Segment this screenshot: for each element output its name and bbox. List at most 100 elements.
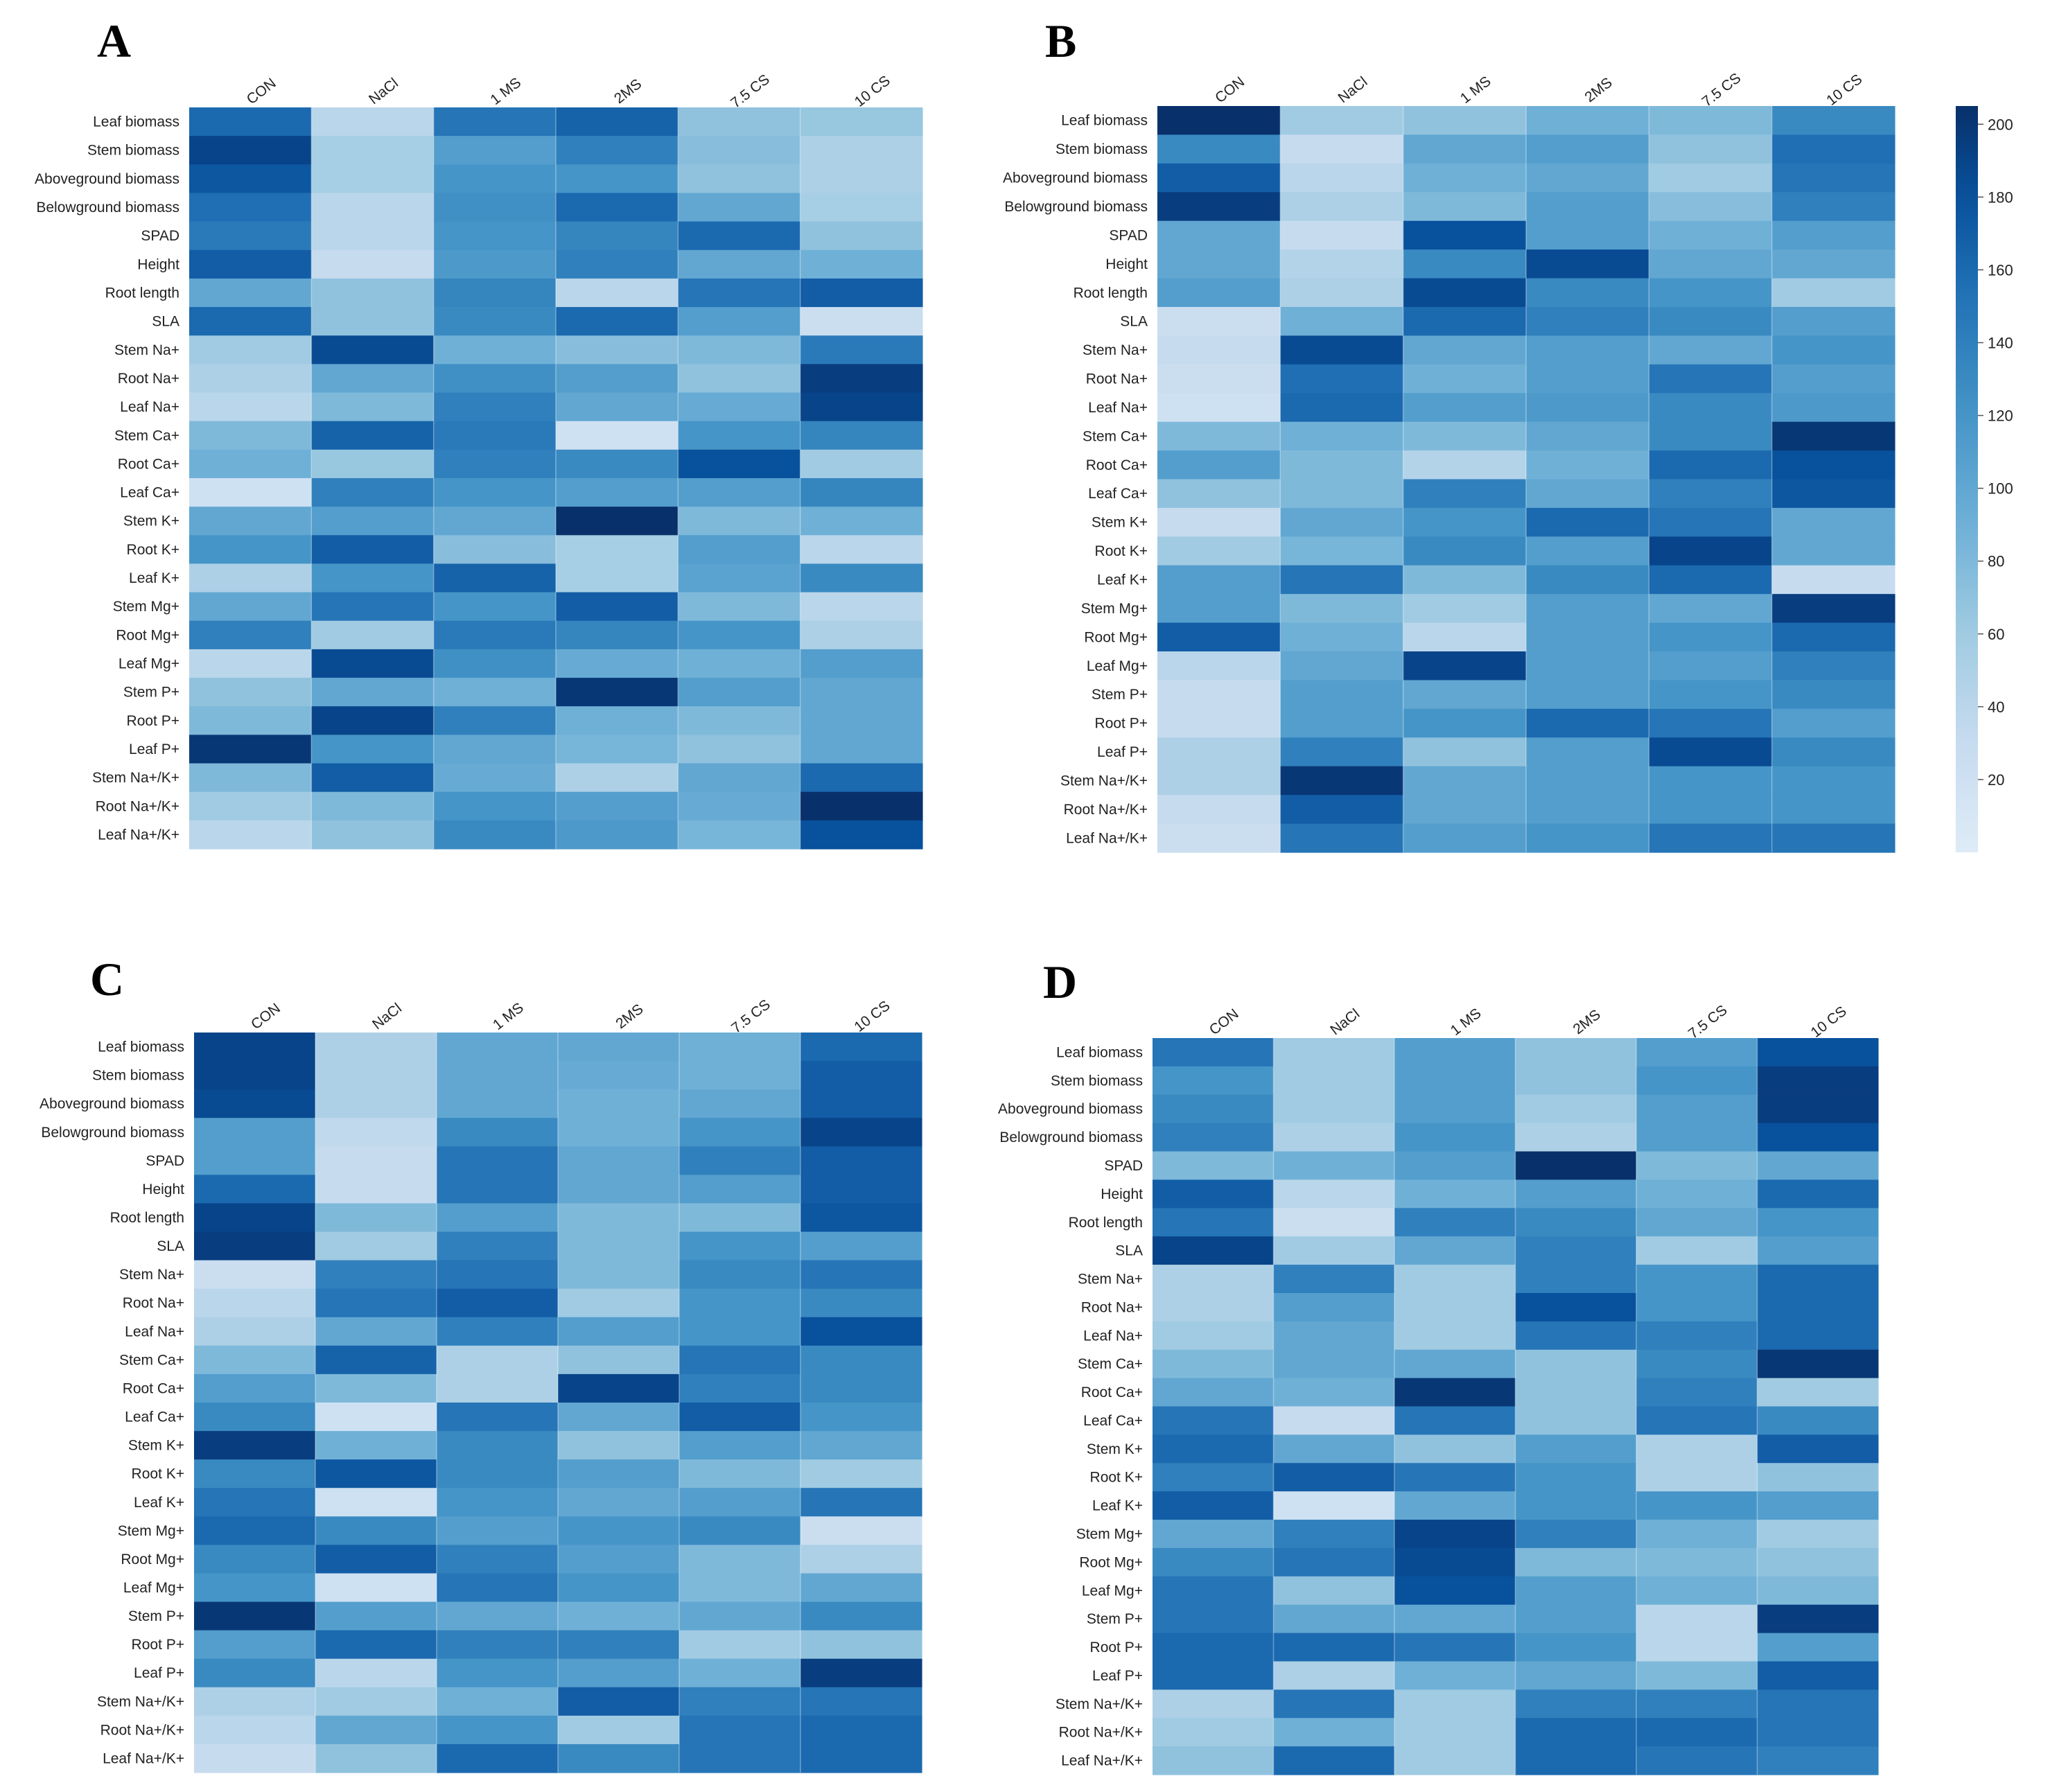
heatmap-cell	[1771, 134, 1895, 164]
heatmap-cell	[437, 1288, 559, 1318]
heatmap-cell	[437, 1175, 559, 1204]
heatmap-cell	[437, 1431, 559, 1460]
heatmap-cell	[800, 1373, 922, 1403]
row-label: Stem K+	[1087, 1441, 1143, 1457]
heatmap-cell	[1757, 1434, 1879, 1464]
row-label: Stem Ca+	[1078, 1356, 1143, 1372]
heatmap-cell	[1757, 1463, 1879, 1492]
row-label: Leaf P+	[129, 741, 179, 757]
column-label: 1 MS	[1457, 73, 1494, 107]
heatmap-cell	[1394, 1321, 1516, 1351]
heatmap-cell	[194, 1459, 316, 1488]
heatmap-cell	[311, 193, 435, 222]
heatmap-cell	[556, 735, 678, 764]
row-label: Leaf biomass	[1061, 113, 1148, 129]
heatmap-cell	[1273, 1604, 1395, 1634]
heatmap-cell	[1157, 651, 1281, 681]
row-label: SLA	[157, 1238, 184, 1254]
column-label: NaCl	[369, 1000, 405, 1033]
row-label: SPAD	[1109, 227, 1148, 243]
heatmap-cell	[437, 1260, 559, 1290]
row-label: Leaf P+	[1092, 1668, 1143, 1684]
heatmap-cell	[315, 1573, 437, 1603]
heatmap-cell	[194, 1431, 316, 1460]
heatmap-cell	[1280, 106, 1404, 136]
heatmap-cell	[1280, 565, 1404, 595]
heatmap-cell	[433, 335, 557, 364]
heatmap-cell	[311, 221, 435, 251]
heatmap-cell	[1526, 393, 1649, 423]
row-label: SLA	[1120, 314, 1148, 330]
heatmap-cell	[558, 1431, 680, 1460]
heatmap-cell	[1757, 1066, 1879, 1096]
heatmap-cell	[1157, 708, 1281, 738]
heatmap-cell	[678, 763, 801, 793]
row-label: Leaf Ca+	[120, 485, 179, 501]
heatmap-cell	[1157, 479, 1281, 509]
heatmap-cell	[558, 1545, 680, 1574]
heatmap-cell	[1153, 1661, 1274, 1690]
heatmap-cell	[1394, 1179, 1516, 1209]
heatmap-cell	[678, 535, 801, 565]
heatmap-cell	[311, 136, 435, 165]
heatmap-cell	[679, 1288, 801, 1318]
heatmap-cell	[1757, 1491, 1879, 1520]
heatmap-cell	[1771, 680, 1895, 710]
heatmap-cell	[800, 221, 923, 251]
heatmap-cell	[1515, 1633, 1637, 1662]
row-label: Leaf K+	[129, 570, 179, 586]
heatmap-cell	[311, 507, 435, 536]
heatmap-cell	[556, 392, 678, 422]
heatmap-cell	[1515, 1123, 1637, 1152]
heatmap-cell	[679, 1459, 801, 1488]
heatmap-cell	[1757, 1038, 1879, 1067]
heatmap-cell	[1153, 1547, 1274, 1577]
heatmap-cell	[1636, 1038, 1758, 1067]
heatmap-cell	[311, 735, 435, 764]
row-label: Root K+	[127, 542, 179, 558]
column-label: CON	[244, 75, 279, 107]
heatmap-cell	[1157, 106, 1281, 136]
heatmap-cell	[315, 1545, 437, 1574]
heatmap-cell	[1157, 278, 1281, 308]
heatmap-cell	[1157, 565, 1281, 595]
column-label: CON	[1207, 1005, 1242, 1038]
heatmap-cell	[189, 507, 312, 536]
heatmap-cell	[1636, 1576, 1758, 1606]
heatmap-cell	[678, 507, 801, 536]
heatmap-cell	[800, 791, 923, 821]
heatmap-cell	[1771, 192, 1895, 222]
column-label: 7.5 CS	[728, 71, 773, 112]
heatmap-cell	[678, 307, 801, 336]
heatmap-cell	[1515, 1689, 1637, 1719]
heatmap-cell	[315, 1630, 437, 1660]
heatmap-cell	[556, 449, 678, 479]
heatmap-cell	[194, 1373, 316, 1403]
heatmap-cell	[437, 1488, 559, 1517]
heatmap-cell	[1649, 680, 1773, 710]
heatmap-cell	[678, 449, 801, 479]
colorbar-tick-label: 100	[1988, 480, 2013, 498]
heatmap-cell	[315, 1231, 437, 1261]
heatmap-cell	[678, 820, 801, 850]
heatmap-cell	[1526, 622, 1649, 652]
colorbar-tick-label: 80	[1988, 553, 2004, 570]
heatmap-cell	[1757, 1604, 1879, 1634]
heatmap-cell	[1403, 364, 1527, 394]
heatmap-cell	[1273, 1463, 1395, 1492]
heatmap-cell	[800, 1488, 922, 1517]
heatmap-cell	[800, 249, 923, 279]
heatmap-cell	[189, 307, 312, 336]
row-label: Stem P+	[128, 1608, 184, 1624]
heatmap-cell	[311, 791, 435, 821]
row-label: Leaf Mg+	[119, 656, 179, 672]
heatmap-cell	[1649, 823, 1773, 853]
heatmap-cell	[189, 193, 312, 222]
heatmap-cell	[189, 763, 312, 793]
heatmap-cell	[1280, 364, 1404, 394]
heatmap-cell	[315, 1658, 437, 1688]
heatmap-cell	[1273, 1066, 1395, 1096]
heatmap-cell	[311, 364, 435, 394]
heatmap-cell	[1273, 1520, 1395, 1549]
row-label: Height	[1105, 256, 1148, 272]
